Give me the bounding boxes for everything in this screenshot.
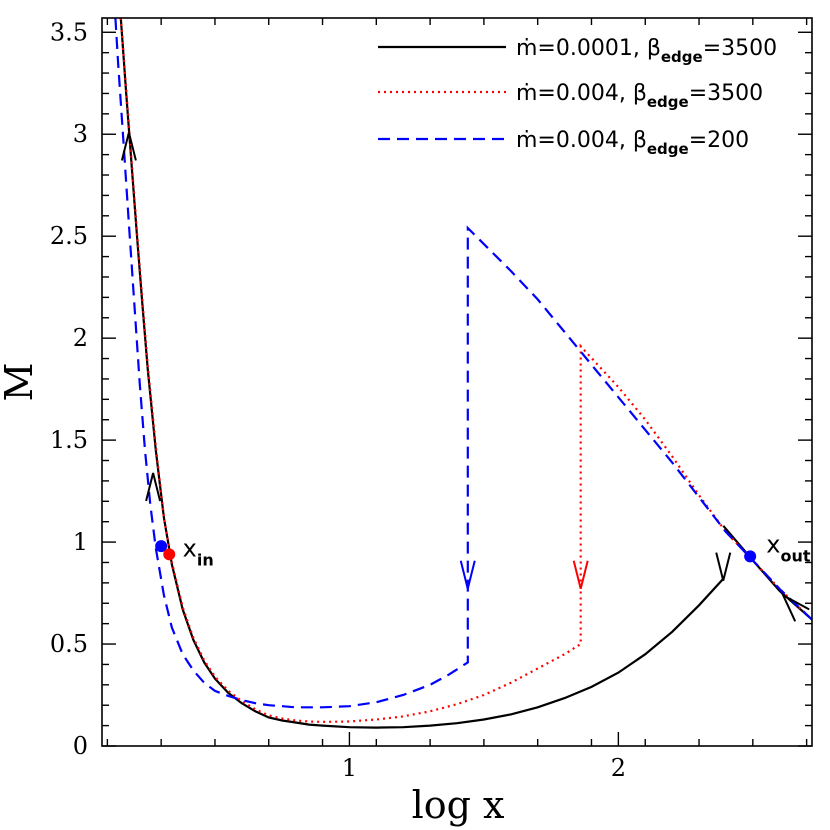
y-tick-label: 3.5 xyxy=(50,18,88,46)
marker-layer: xin xout xyxy=(120,132,811,622)
flow-arrow xyxy=(781,593,810,622)
legend-entry: ṁ=0.0001, βedge=3500 xyxy=(516,36,777,66)
y-tick-label: 1 xyxy=(73,528,88,556)
legend-entry: ṁ=0.004, βedge=3500 xyxy=(516,81,763,111)
plot-frame xyxy=(101,17,813,747)
critical-point xyxy=(155,540,168,553)
flow-arrow xyxy=(145,472,162,502)
y-tick-label: 1.5 xyxy=(50,426,88,454)
critical-point xyxy=(163,548,176,561)
flow-arrow xyxy=(572,560,589,589)
y-axis-label: M xyxy=(0,363,41,402)
x-axis-label: log x xyxy=(412,783,505,827)
x-tick-label: 2 xyxy=(611,754,626,782)
critical-point-label: xout xyxy=(766,530,811,565)
y-tick-label: 2 xyxy=(73,324,88,352)
series-layer xyxy=(114,18,812,729)
tick-layer: 1 2 0 0.5 1 1.5 2 2.5 3 3.5 xyxy=(50,18,812,782)
x-tick-label: 1 xyxy=(342,754,357,782)
critical-point-label: xin xyxy=(183,534,214,569)
series-line-s3 xyxy=(114,18,812,709)
y-tick-label: 0.5 xyxy=(50,630,88,658)
series-line-s1 xyxy=(119,18,725,729)
series-line-s2 xyxy=(119,18,812,724)
legend: ṁ=0.0001, βedge=3500 ṁ=0.004, βedge=3500 ṁ… xyxy=(378,36,777,158)
flow-arrow xyxy=(715,552,732,581)
flow-arrow xyxy=(120,132,137,161)
y-tick-label: 2.5 xyxy=(50,222,88,250)
flow-arrow xyxy=(459,560,476,589)
y-tick-label: 3 xyxy=(73,120,88,148)
critical-point xyxy=(744,550,757,563)
y-tick-label: 0 xyxy=(73,732,88,760)
legend-entry: ṁ=0.004, βedge=200 xyxy=(516,128,749,158)
